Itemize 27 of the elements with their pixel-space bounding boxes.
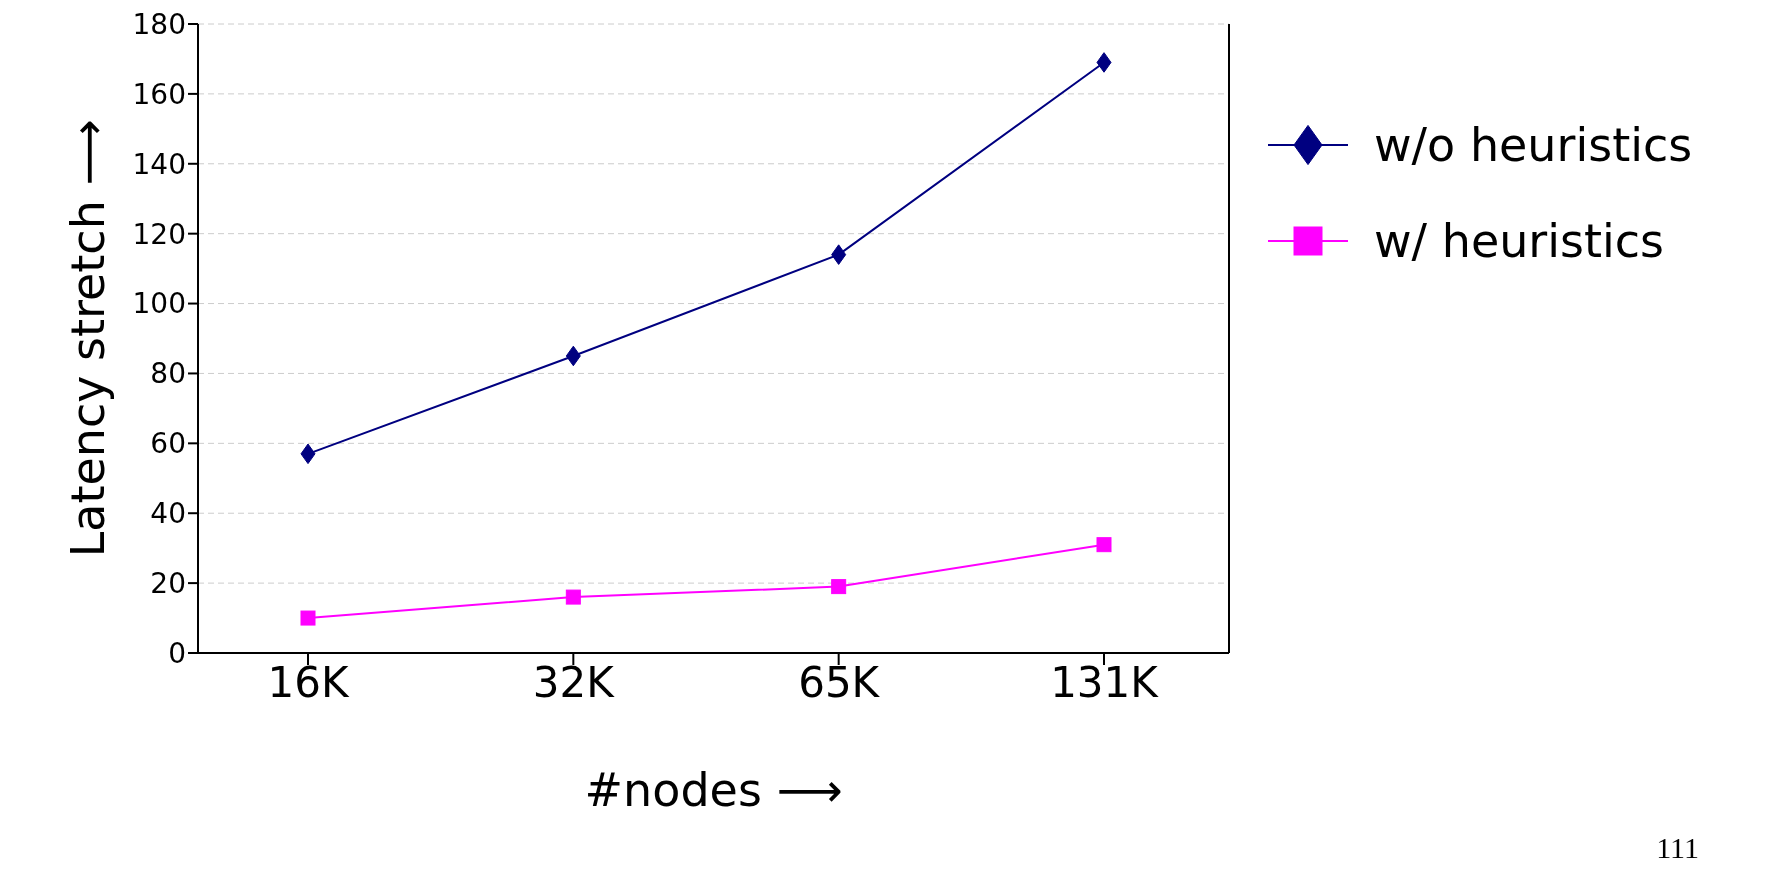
- y-tick-label: 100: [132, 287, 186, 321]
- y-tick-label: 140: [132, 147, 186, 181]
- y-tick-label: 40: [150, 497, 186, 531]
- text: 111: [1656, 831, 1699, 865]
- legend-label: w/o heuristics: [1374, 118, 1693, 172]
- y-tick-label: 120: [132, 217, 186, 251]
- y-tick-label: 180: [132, 7, 186, 41]
- point: [831, 244, 847, 265]
- y-tick-label: 80: [150, 357, 186, 391]
- point: [565, 345, 581, 367]
- y-tick-label: 0: [168, 636, 186, 670]
- point: [565, 589, 581, 605]
- y-tick-label: 160: [132, 77, 186, 111]
- legend-label: w/ heuristics: [1374, 214, 1665, 268]
- x-tick-label: 16K: [267, 657, 350, 707]
- y-tick-label: 60: [150, 427, 186, 461]
- y-axis-title: Latency stretch ⟶: [61, 119, 116, 558]
- y-tick-label: 20: [150, 567, 186, 601]
- point: [300, 443, 316, 465]
- point: [1096, 52, 1112, 73]
- x-axis-title: #nodes ⟶: [584, 762, 843, 817]
- point: [1096, 537, 1112, 553]
- point: [831, 579, 847, 595]
- x-tick-label: 32K: [532, 657, 616, 707]
- x-tick-label: 65K: [798, 657, 881, 707]
- x-tick-label: 131K: [1050, 657, 1160, 707]
- point: [300, 610, 316, 626]
